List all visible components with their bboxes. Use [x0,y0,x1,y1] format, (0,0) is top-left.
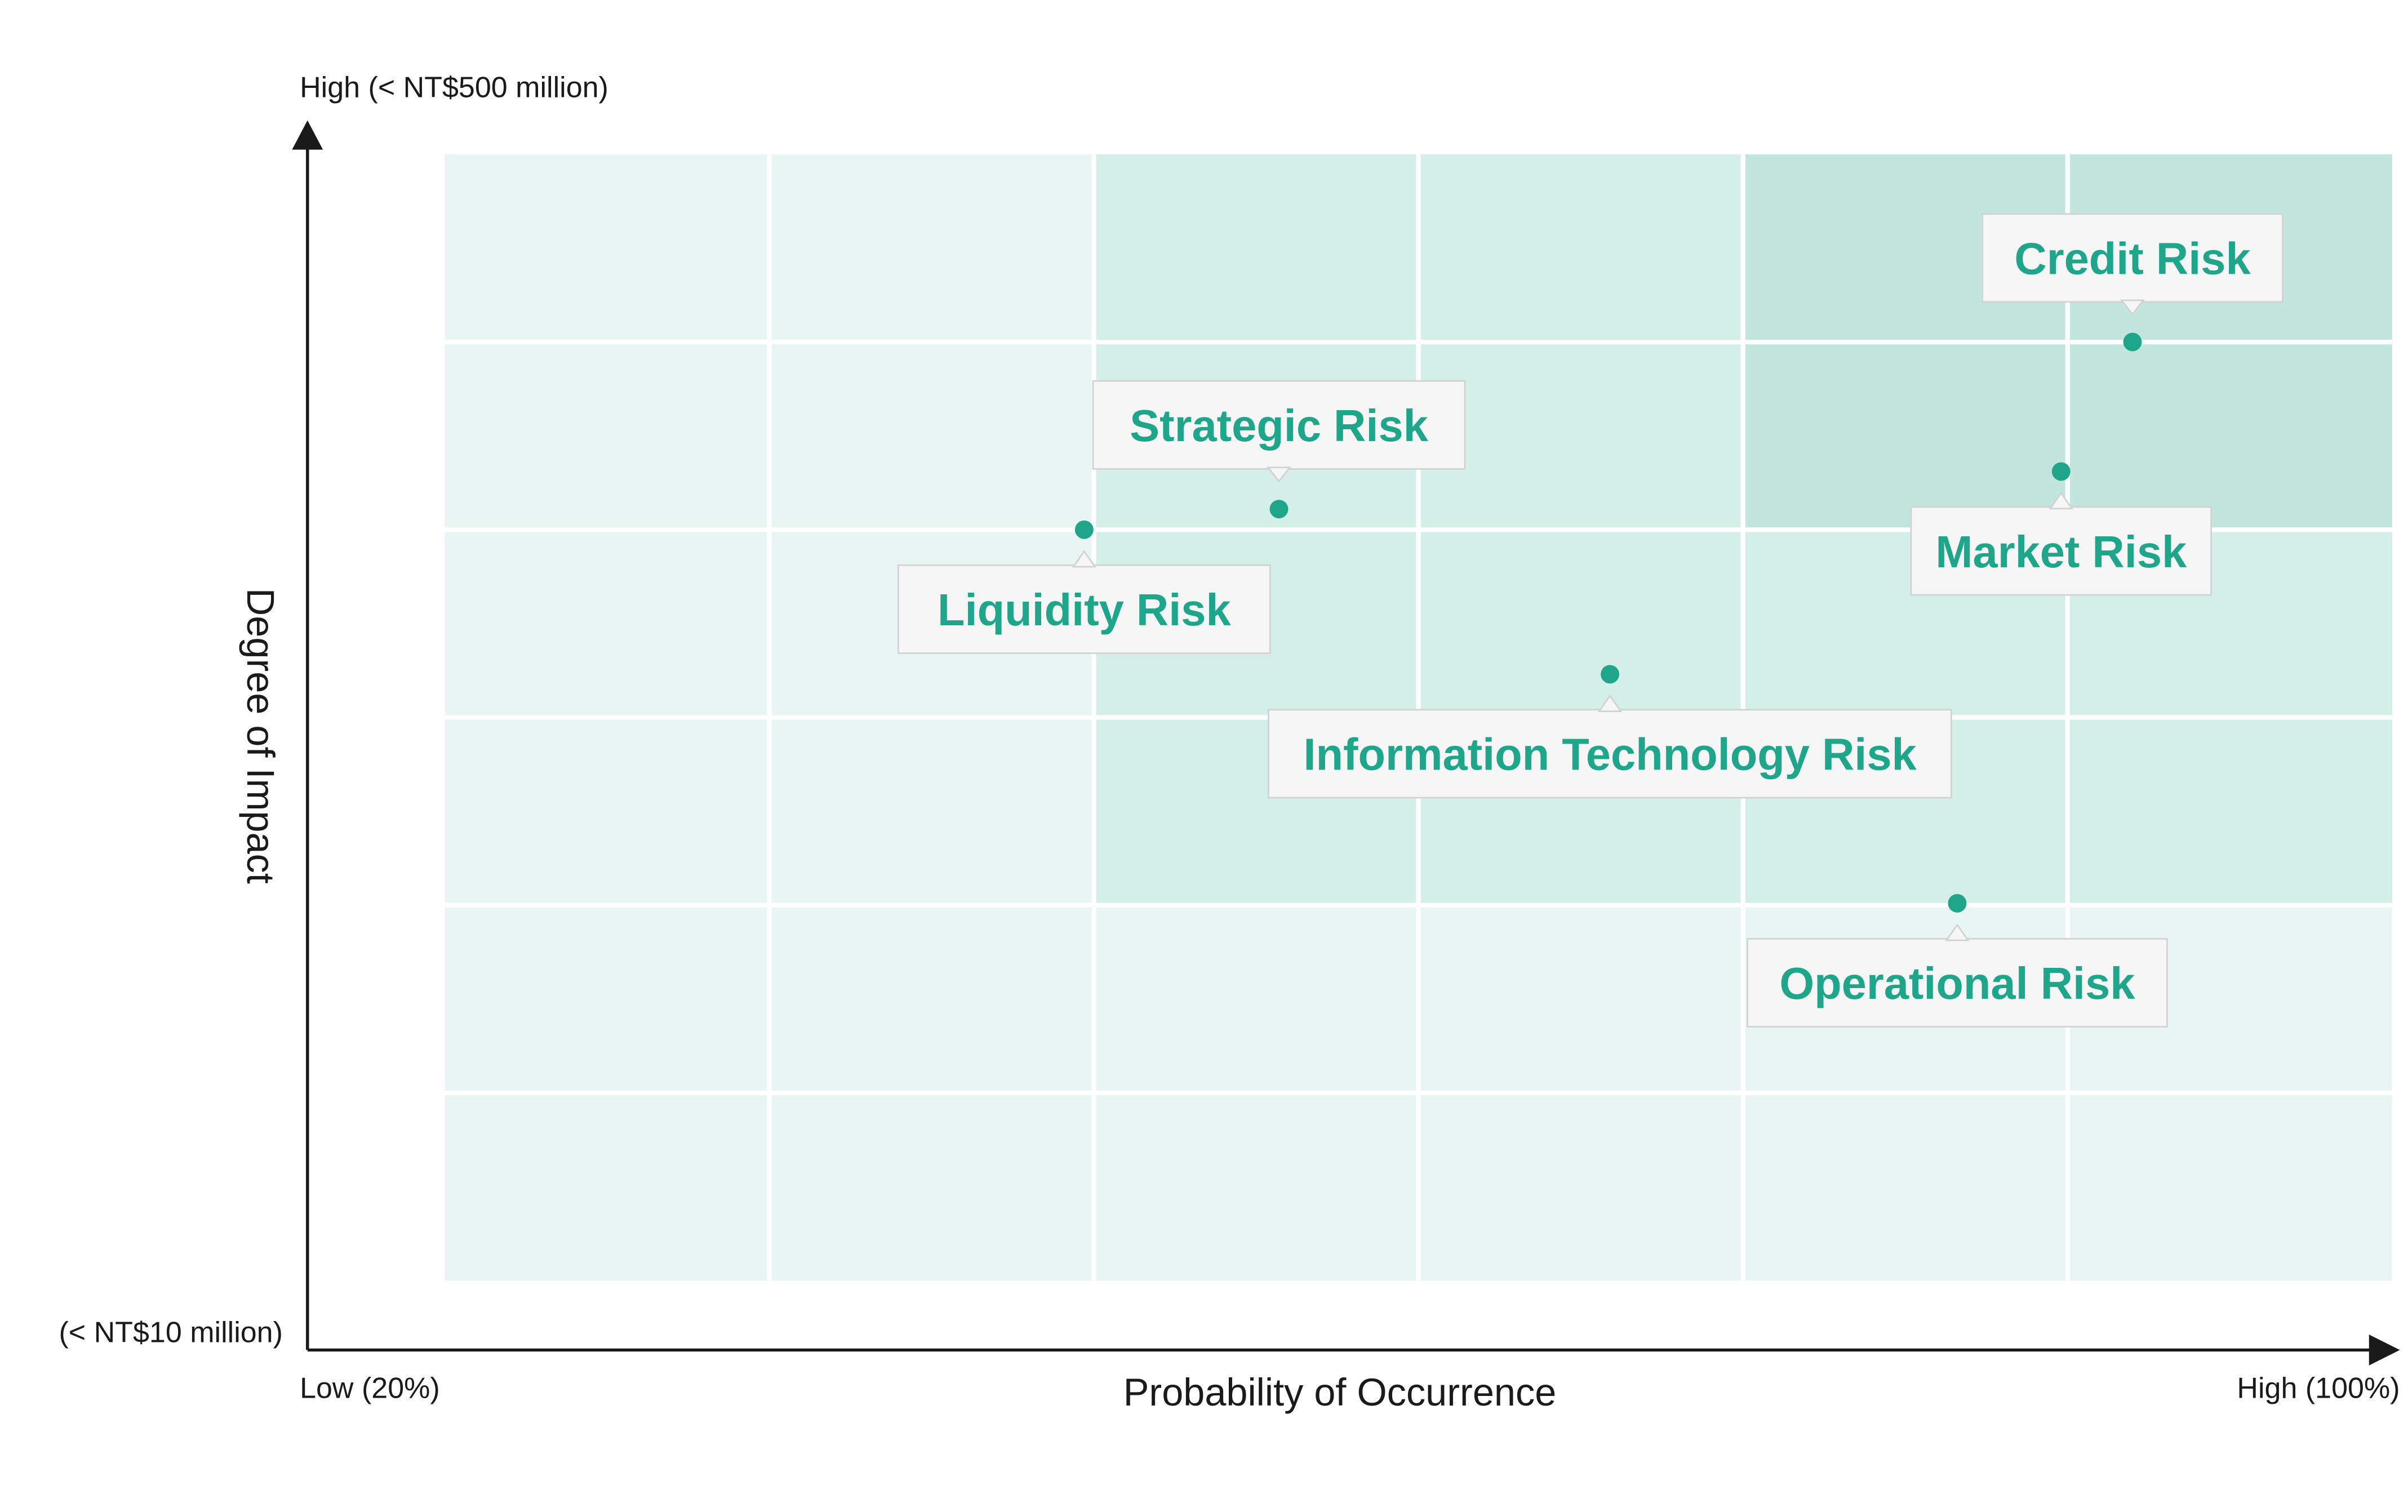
label-pointer-icon [2120,299,2145,316]
risk-zone-cell [769,905,1094,1093]
risk-zone-cell [1418,1092,1743,1281]
y-low-label: (< NT$10 million) [59,1317,282,1349]
risk-label-box [1910,506,2212,596]
label-pointer-icon [1597,694,1623,712]
x-low-label: Low (20%) [300,1372,440,1404]
risk-zone-cell [445,717,770,905]
risk-point[interactable] [2123,332,2142,352]
risk-point-group[interactable]: Credit Risk [1982,213,2283,352]
risk-zone-cell [1094,1092,1419,1281]
y-axis [292,120,323,1350]
x-axis-arrow-icon [2369,1335,2400,1366]
risk-label-box [897,564,1271,654]
label-pointer-icon [2049,491,2074,510]
risk-zone-cell [2067,342,2392,530]
risk-label: Information Technology Risk [1303,730,1917,780]
risk-zone-cell [1094,905,1419,1093]
x-axis-title: Probability of Occurrence [1123,1371,1557,1414]
risk-point-group[interactable]: Liquidity Risk [897,520,1271,654]
risk-zone-cell [445,154,770,343]
risk-zone-cell [1743,1092,2068,1281]
label-pointer-icon [1072,550,1097,568]
label-pointer-icon [1267,466,1291,483]
risk-points: Credit Risk Market Risk Strategic Risk Liqu… [897,213,2283,1028]
risk-point[interactable] [1269,500,1289,519]
risk-zone-cell [2067,1092,2392,1281]
risk-label-box [1982,213,2283,303]
risk-zone-cell [445,342,770,530]
risk-zone-cell [445,905,770,1093]
risk-zone-cell [1743,342,2068,530]
risk-zone-cell [769,154,1094,343]
label-pointer-icon [1945,923,1970,941]
risk-zone-cell [445,530,770,718]
risk-point-group[interactable]: Operational Risk [1747,893,2168,1028]
risk-label: Market Risk [1935,527,2187,577]
risk-label: Strategic Risk [1130,401,1428,451]
risk-label-box [1268,709,1952,799]
grid-lines [445,154,2392,1281]
risk-point[interactable] [1601,665,1619,684]
risk-point[interactable] [1948,893,1967,913]
y-high-label: High (< NT$500 million) [300,72,608,104]
risk-label-box [1747,938,2168,1028]
risk-zone-cell [769,342,1094,530]
risk-zone-cell [1418,154,1743,343]
y-axis-arrow-icon [292,120,323,150]
risk-point-group[interactable]: Strategic Risk [1092,380,1466,519]
risk-zone-cell [1094,154,1419,343]
risk-point-group[interactable]: Information Technology Risk [1268,665,1952,799]
risk-zone-cell [769,1092,1094,1281]
risk-label: Liquidity Risk [938,585,1231,635]
risk-zone-cell [1418,342,1743,530]
risk-zone-cell [1418,905,1743,1093]
risk-zone-cell [769,717,1094,905]
risk-zone-cell [445,1092,770,1281]
risk-point[interactable] [2051,462,2071,481]
risk-label: Operational Risk [1779,958,2135,1008]
y-axis-title: Degree of Impact [239,588,282,884]
x-high-label: High (100%) [2237,1372,2400,1404]
risk-label: Credit Risk [2014,234,2251,284]
x-axis [307,1335,2400,1366]
risk-zone-cell [1418,530,1743,718]
risk-zone-cell [2067,717,2392,905]
risk-point-group[interactable]: Market Risk [1910,462,2212,596]
risk-point[interactable] [1074,520,1094,539]
